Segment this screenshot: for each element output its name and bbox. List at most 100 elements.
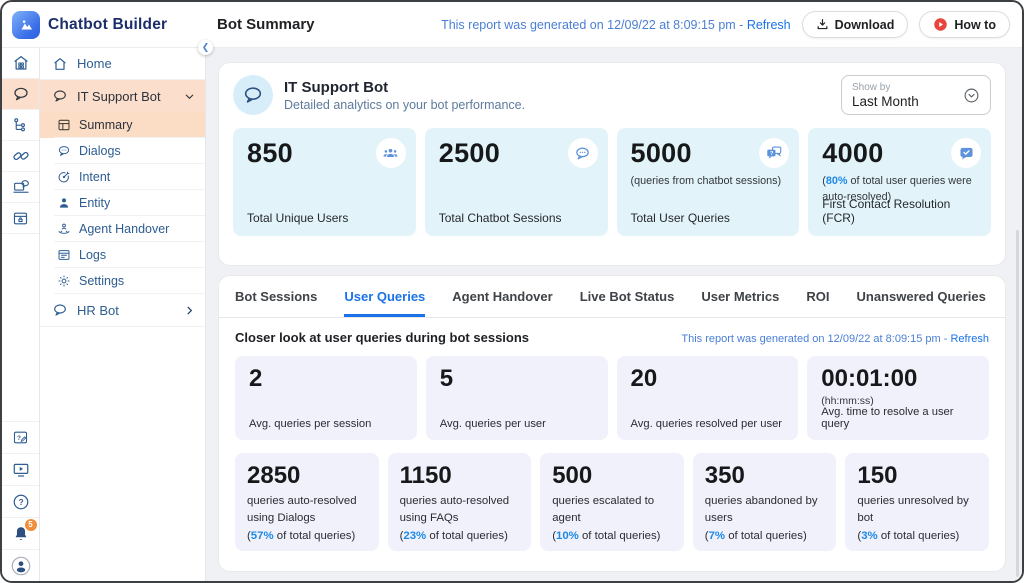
breakdown-label: queries unresolved by bot bbox=[857, 495, 969, 524]
breakdown-card-escalated: 500 queries escalated to agent (10% of t… bbox=[540, 453, 684, 551]
tab-live-bot-status[interactable]: Live Bot Status bbox=[579, 289, 675, 304]
rail-notifications-icon[interactable]: 5 bbox=[2, 517, 39, 549]
submenu-item-dialogs[interactable]: Dialogs bbox=[40, 138, 205, 164]
logs-icon bbox=[57, 248, 71, 262]
report-note-text: This report was generated on 12/09/22 at… bbox=[441, 17, 744, 32]
submenu-label: Entity bbox=[79, 196, 111, 210]
page-title: Bot Summary bbox=[217, 16, 315, 33]
kpi-note: (queries from chatbot sessions) bbox=[630, 175, 782, 187]
chat-ellipsis-icon bbox=[567, 138, 598, 168]
show-by-value: Last Month bbox=[852, 93, 919, 109]
download-button[interactable]: Download bbox=[801, 11, 909, 38]
rail-livechat-icon[interactable] bbox=[2, 172, 39, 203]
play-icon bbox=[933, 17, 948, 32]
section-heading: Closer look at user queries during bot s… bbox=[235, 330, 530, 345]
note-percent: 80% bbox=[825, 175, 848, 187]
chat-question-icon: ? bbox=[759, 138, 790, 168]
download-label: Download bbox=[834, 17, 895, 32]
pct-open: ( bbox=[399, 530, 404, 542]
submenu-item-logs[interactable]: Logs bbox=[40, 242, 205, 268]
rail-bot-icon[interactable] bbox=[2, 79, 39, 110]
pct-rest: of total queries) bbox=[578, 530, 661, 542]
bot-submenu: Summary Dialogs Intent bbox=[40, 112, 205, 294]
breakdown-value: 2850 bbox=[247, 462, 301, 489]
kpi-label: Total User Queries bbox=[630, 211, 730, 225]
bot-subtitle: Detailed analytics on your bot performan… bbox=[284, 97, 526, 112]
pct-rest: of total queries) bbox=[273, 530, 356, 542]
stat-card-avg-resolve-time: 00:01:00 (hh:mm:ss) Avg. time to resolve… bbox=[807, 356, 989, 440]
submenu-label: Logs bbox=[79, 248, 107, 262]
submenu-item-intent[interactable]: Intent bbox=[40, 164, 205, 190]
breakdown-percent-note: (3% of total queries) bbox=[857, 530, 959, 542]
breakdown-percent-note: (57% of total queries) bbox=[247, 530, 355, 542]
tab-agent-handover[interactable]: Agent Handover bbox=[452, 289, 553, 304]
tab-user-queries[interactable]: User Queries bbox=[344, 276, 426, 317]
kpi-label: Total Unique Users bbox=[247, 211, 349, 225]
pct-open: ( bbox=[552, 530, 556, 542]
stat-label: Avg. time to resolve a user query bbox=[821, 406, 954, 430]
tab-roi[interactable]: ROI bbox=[806, 289, 830, 304]
settings-gear-icon bbox=[57, 274, 71, 288]
pct-rest: of total queries) bbox=[426, 530, 508, 542]
submenu-item-summary[interactable]: Summary bbox=[40, 112, 205, 138]
bot-avatar bbox=[233, 75, 273, 115]
howto-label: How to bbox=[954, 17, 996, 32]
users-group-icon bbox=[375, 138, 406, 168]
home-icon bbox=[52, 56, 68, 72]
show-by-select[interactable]: Show by Last Month bbox=[841, 75, 991, 115]
breakdown-value: 500 bbox=[552, 462, 593, 489]
rail-home-icon[interactable] bbox=[2, 48, 39, 79]
sidebar-item-home[interactable]: Home bbox=[40, 48, 205, 80]
stat-value: 2 bbox=[249, 365, 263, 392]
pct-rest: of total queries) bbox=[725, 530, 807, 542]
pct-value: 7% bbox=[708, 530, 726, 542]
scrollbar[interactable] bbox=[1016, 230, 1019, 577]
breakdown-value: 350 bbox=[704, 462, 745, 489]
rail-link-icon[interactable] bbox=[2, 141, 39, 172]
pct-open: ( bbox=[857, 530, 862, 542]
sidebar-item-hr-bot[interactable]: HR Bot bbox=[40, 294, 205, 327]
brand-title: Chatbot Builder bbox=[48, 15, 168, 33]
main-content: IT Support Bot Detailed analytics on you… bbox=[206, 48, 1022, 581]
sidebar-item-it-support-bot[interactable]: IT Support Bot bbox=[40, 80, 205, 112]
app-logo-icon[interactable] bbox=[12, 10, 40, 39]
breakdown-percent-note: (7% of total queries) bbox=[705, 530, 807, 542]
refresh-link[interactable]: Refresh bbox=[950, 333, 989, 345]
submenu-item-agent-handover[interactable]: Agent Handover bbox=[40, 216, 205, 242]
tab-user-metrics[interactable]: User Metrics bbox=[701, 289, 780, 304]
kpi-value: 2500 bbox=[438, 138, 501, 168]
pct-rest: of total queries) bbox=[877, 530, 960, 542]
rail-quiz-icon[interactable]: ? bbox=[2, 421, 39, 453]
stat-unit: (hh:mm:ss) bbox=[821, 395, 874, 407]
stat-card-queries-per-session: 2 Avg. queries per session bbox=[235, 356, 417, 440]
breakdown-card-resolved-faqs: 1150 queries auto-resolved using FAQs (2… bbox=[387, 453, 532, 551]
chevron-right-icon bbox=[184, 305, 195, 316]
kpi-card-user-queries: 5000 ? (queries from chatbot sessions) T… bbox=[616, 128, 800, 236]
svg-text:?: ? bbox=[18, 498, 23, 507]
tab-bot-sessions[interactable]: Bot Sessions bbox=[235, 289, 318, 304]
kpi-value: 850 bbox=[247, 138, 293, 168]
rail-workspace-icon[interactable] bbox=[2, 203, 39, 234]
sidebar-collapse-button[interactable]: ❮ bbox=[198, 40, 213, 55]
breakdown-card-unresolved: 150 queries unresolved by bot (3% of tot… bbox=[845, 453, 989, 551]
howto-button[interactable]: How to bbox=[919, 11, 1010, 38]
report-generated-note: This report was generated on 12/09/22 at… bbox=[441, 18, 791, 32]
rail-tutorials-icon[interactable] bbox=[2, 453, 39, 485]
breakdown-percent-note: (10% of total queries) bbox=[552, 530, 660, 542]
stat-value: 00:01:00 bbox=[821, 365, 918, 392]
rail-flow-icon[interactable] bbox=[2, 110, 39, 141]
submenu-item-settings[interactable]: Settings bbox=[40, 268, 205, 294]
refresh-link[interactable]: Refresh bbox=[746, 17, 791, 32]
kpi-card-chatbot-sessions: 2500 Total Chatbot Sessions bbox=[424, 128, 608, 236]
kpi-value: 5000 bbox=[630, 138, 692, 168]
notification-badge: 5 bbox=[24, 518, 37, 531]
rail-profile-avatar[interactable] bbox=[2, 549, 39, 581]
rail-help-icon[interactable]: ? bbox=[2, 485, 39, 517]
svg-text:?: ? bbox=[770, 151, 774, 157]
pct-open: ( bbox=[704, 530, 709, 542]
breakdown-label: queries abandoned by users bbox=[704, 495, 818, 524]
stat-label: Avg. queries per user bbox=[439, 418, 546, 430]
tab-unanswered-queries[interactable]: Unanswered Queries bbox=[856, 289, 986, 304]
dialogs-icon bbox=[57, 144, 71, 158]
submenu-item-entity[interactable]: Entity bbox=[40, 190, 205, 216]
